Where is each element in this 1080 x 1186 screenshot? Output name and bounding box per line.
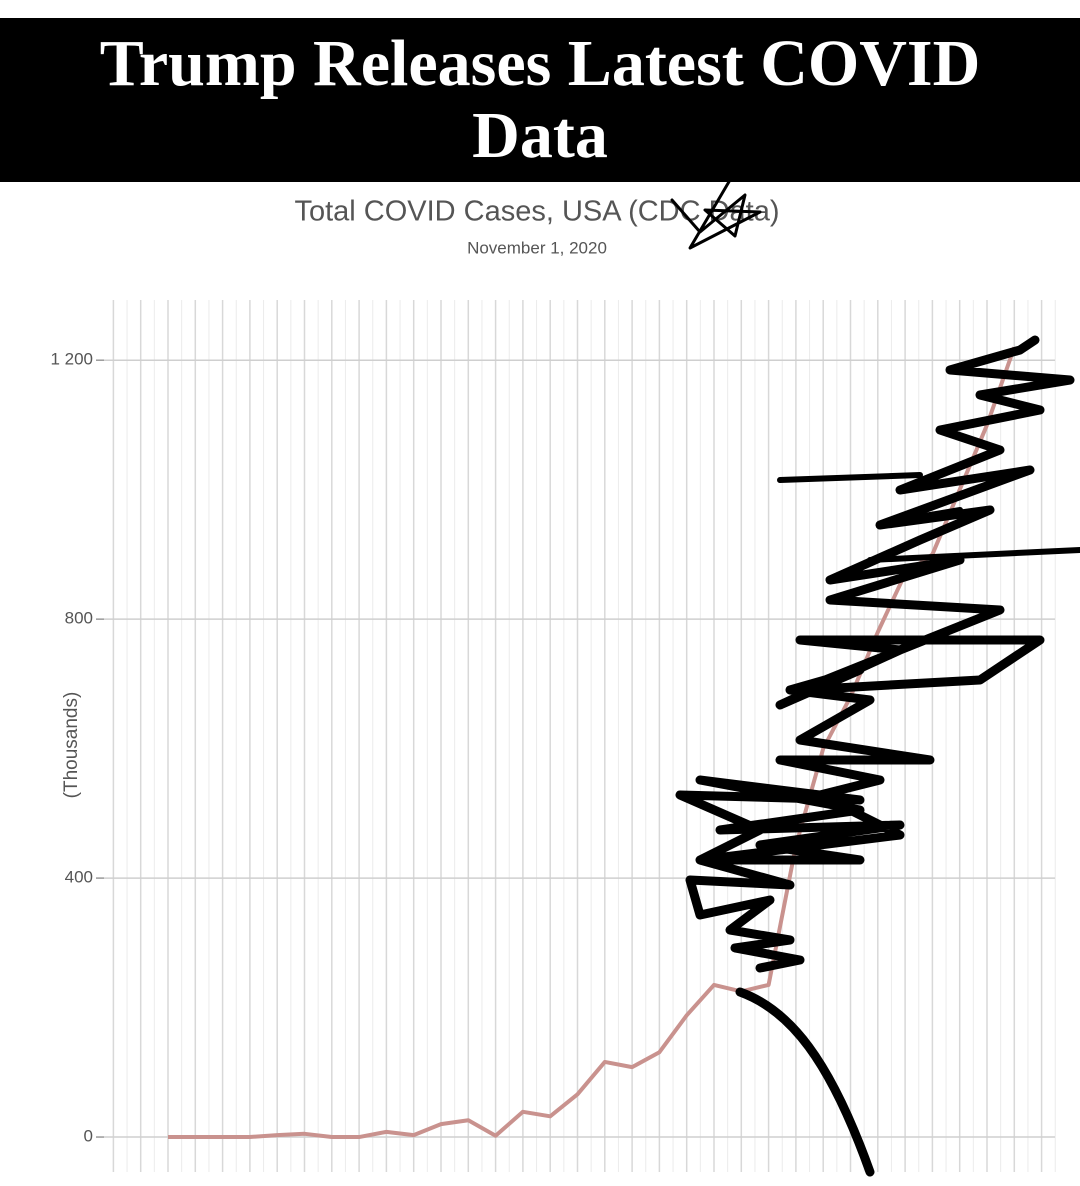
y-axis-label: (Thousands)	[61, 692, 82, 799]
y-tick-label: 0	[84, 1127, 93, 1146]
y-tick-label: 800	[65, 609, 93, 628]
chart-title: Total COVID Cases, USA (CDC Data)	[294, 196, 779, 228]
y-tick-label: 400	[65, 868, 93, 887]
headline-banner	[0, 18, 1080, 182]
headline: Trump Releases Latest COVID Data	[99, 27, 981, 172]
scribble	[670, 178, 1080, 1177]
y-tick-label: 1 200	[50, 350, 93, 369]
chart-subtitle: November 1, 2020	[467, 238, 607, 257]
